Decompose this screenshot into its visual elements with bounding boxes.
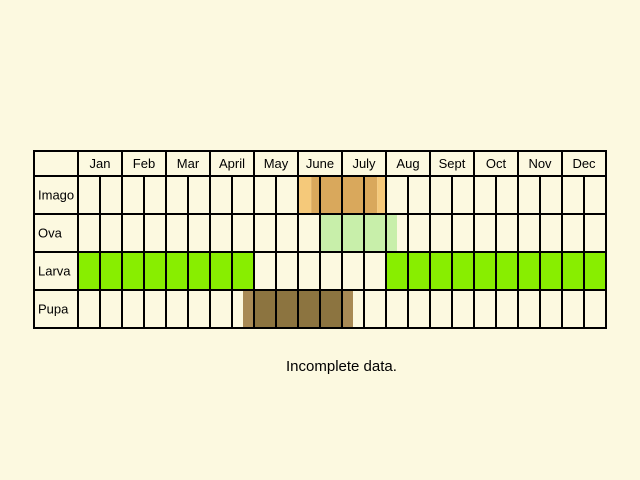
- pupa-period-bar-1: [243, 290, 254, 328]
- imago-period-bar-1: [298, 176, 312, 214]
- month-label-sept: Sept: [439, 156, 466, 171]
- month-label-nov: Nov: [528, 156, 552, 171]
- ova-period-bar-1: [320, 214, 397, 252]
- month-label-july: July: [352, 156, 376, 171]
- stage-label-ova: Ova: [38, 226, 63, 241]
- stage-label-imago: Imago: [38, 188, 74, 203]
- imago-period-bar-3: [377, 176, 386, 214]
- stage-label-pupa: Pupa: [38, 302, 69, 317]
- incomplete-data-note: Incomplete data.: [286, 358, 397, 375]
- pupa-period-bar-3: [342, 290, 353, 328]
- month-label-feb: Feb: [133, 156, 155, 171]
- month-label-apr: April: [219, 156, 245, 171]
- imago-period-bar-2: [311, 176, 378, 214]
- month-label-may: May: [264, 156, 289, 171]
- month-label-jan: Jan: [90, 156, 111, 171]
- month-label-oct: Oct: [486, 156, 507, 171]
- month-label-dec: Dec: [572, 156, 596, 171]
- stage-label-larva: Larva: [38, 264, 71, 279]
- month-label-aug: Aug: [396, 156, 419, 171]
- month-label-june: June: [306, 156, 334, 171]
- month-label-mar: Mar: [177, 156, 200, 171]
